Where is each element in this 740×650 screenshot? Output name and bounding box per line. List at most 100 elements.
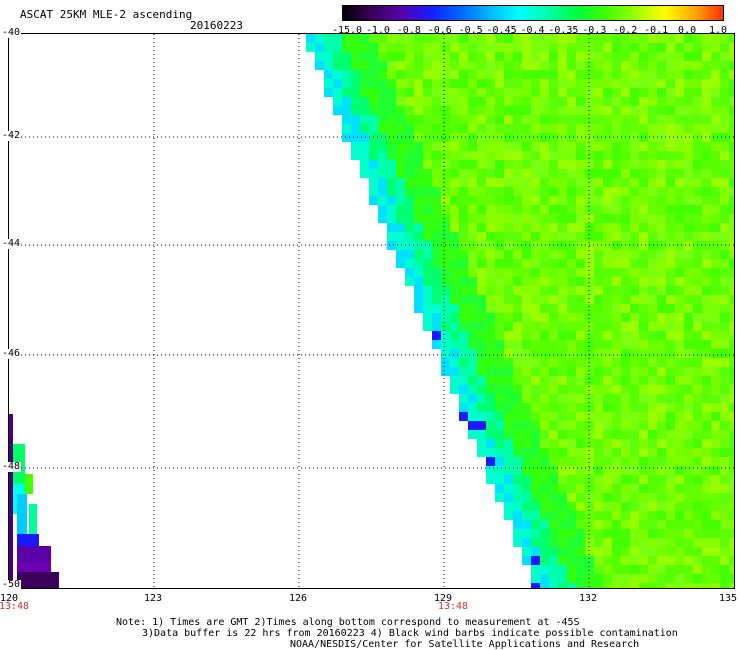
swath-cell bbox=[612, 520, 621, 529]
swath-cell bbox=[405, 187, 414, 196]
swath-cell bbox=[648, 484, 657, 493]
swath-cell bbox=[612, 34, 621, 43]
swath-cell bbox=[342, 133, 351, 142]
swath-cell bbox=[423, 70, 432, 79]
swath-cell bbox=[648, 178, 657, 187]
swath-cell bbox=[585, 547, 594, 556]
swath-cell bbox=[702, 88, 711, 97]
swath-cell bbox=[540, 367, 549, 376]
colorbar-fill bbox=[343, 6, 723, 20]
swath-cell bbox=[729, 52, 734, 61]
swath-cell bbox=[612, 250, 621, 259]
swath-cell bbox=[657, 277, 666, 286]
swath-cell bbox=[702, 493, 711, 502]
swath-cell bbox=[549, 394, 558, 403]
swath-cell bbox=[603, 43, 612, 52]
swath-cell bbox=[558, 223, 567, 232]
swath-cell bbox=[549, 88, 558, 97]
swath-cell bbox=[621, 277, 630, 286]
swath-cell bbox=[630, 214, 639, 223]
swath-cell bbox=[378, 205, 387, 214]
swath-cell bbox=[324, 79, 333, 88]
swath-cell bbox=[693, 394, 702, 403]
swath-cell bbox=[576, 448, 585, 457]
swath-cell bbox=[567, 70, 576, 79]
swath-cell bbox=[657, 187, 666, 196]
swath-cell bbox=[540, 196, 549, 205]
swath-cell bbox=[576, 430, 585, 439]
swath-cell bbox=[585, 88, 594, 97]
swath-cell bbox=[495, 322, 504, 331]
swath-cell bbox=[630, 106, 639, 115]
swath-cell bbox=[648, 430, 657, 439]
swath-cell bbox=[477, 250, 486, 259]
swath-cell bbox=[540, 187, 549, 196]
swath-cell bbox=[25, 474, 33, 494]
swath-cell bbox=[486, 457, 495, 466]
swath-cell bbox=[423, 151, 432, 160]
swath-cell bbox=[450, 367, 459, 376]
swath-cell bbox=[702, 439, 711, 448]
swath-cell bbox=[693, 538, 702, 547]
swath-cell bbox=[666, 34, 675, 43]
swath-cell bbox=[576, 286, 585, 295]
swath-cell bbox=[531, 358, 540, 367]
swath-cell bbox=[576, 268, 585, 277]
swath-cell bbox=[648, 502, 657, 511]
swath-cell bbox=[432, 295, 441, 304]
swath-cell bbox=[360, 79, 369, 88]
swath-cell bbox=[504, 403, 513, 412]
swath-cell bbox=[603, 457, 612, 466]
swath-cell bbox=[657, 304, 666, 313]
swath-cell bbox=[585, 583, 594, 588]
swath-cell bbox=[612, 268, 621, 277]
swath-cell bbox=[423, 160, 432, 169]
swath-cell bbox=[702, 457, 711, 466]
swath-cell bbox=[639, 520, 648, 529]
swath-cell bbox=[612, 412, 621, 421]
swath-cell bbox=[684, 421, 693, 430]
swath-cell bbox=[477, 151, 486, 160]
swath-cell bbox=[495, 133, 504, 142]
swath-cell bbox=[603, 520, 612, 529]
swath-cell bbox=[675, 358, 684, 367]
swath-cell bbox=[495, 430, 504, 439]
swath-cell bbox=[405, 268, 414, 277]
swath-cell bbox=[720, 142, 729, 151]
swath-cell bbox=[549, 574, 558, 583]
swath-cell bbox=[432, 205, 441, 214]
swath-cell bbox=[729, 250, 734, 259]
swath-cell bbox=[630, 169, 639, 178]
swath-cell bbox=[450, 322, 459, 331]
swath-cell bbox=[504, 79, 513, 88]
swath-cell bbox=[378, 196, 387, 205]
swath-cell bbox=[666, 475, 675, 484]
swath-cell bbox=[540, 133, 549, 142]
swath-cell bbox=[693, 286, 702, 295]
swath-cell bbox=[567, 313, 576, 322]
swath-cell bbox=[684, 61, 693, 70]
swath-cell bbox=[567, 178, 576, 187]
swath-cell bbox=[648, 70, 657, 79]
swath-cell bbox=[657, 493, 666, 502]
swath-cell bbox=[513, 205, 522, 214]
swath-cell bbox=[495, 475, 504, 484]
swath-cell bbox=[576, 439, 585, 448]
swath-cell bbox=[594, 169, 603, 178]
swath-cell bbox=[639, 196, 648, 205]
swath-cell bbox=[567, 124, 576, 133]
swath-cell bbox=[504, 286, 513, 295]
swath-cell bbox=[666, 124, 675, 133]
swath-cell bbox=[333, 34, 342, 43]
swath-cell bbox=[324, 61, 333, 70]
swath-cell bbox=[666, 88, 675, 97]
swath-cell bbox=[657, 394, 666, 403]
swath-cell bbox=[693, 79, 702, 88]
swath-cell bbox=[504, 142, 513, 151]
swath-cell bbox=[720, 556, 729, 565]
swath-cell bbox=[441, 61, 450, 70]
swath-cell bbox=[711, 511, 720, 520]
swath-cell bbox=[702, 304, 711, 313]
swath-cell bbox=[558, 250, 567, 259]
swath-cell bbox=[702, 196, 711, 205]
